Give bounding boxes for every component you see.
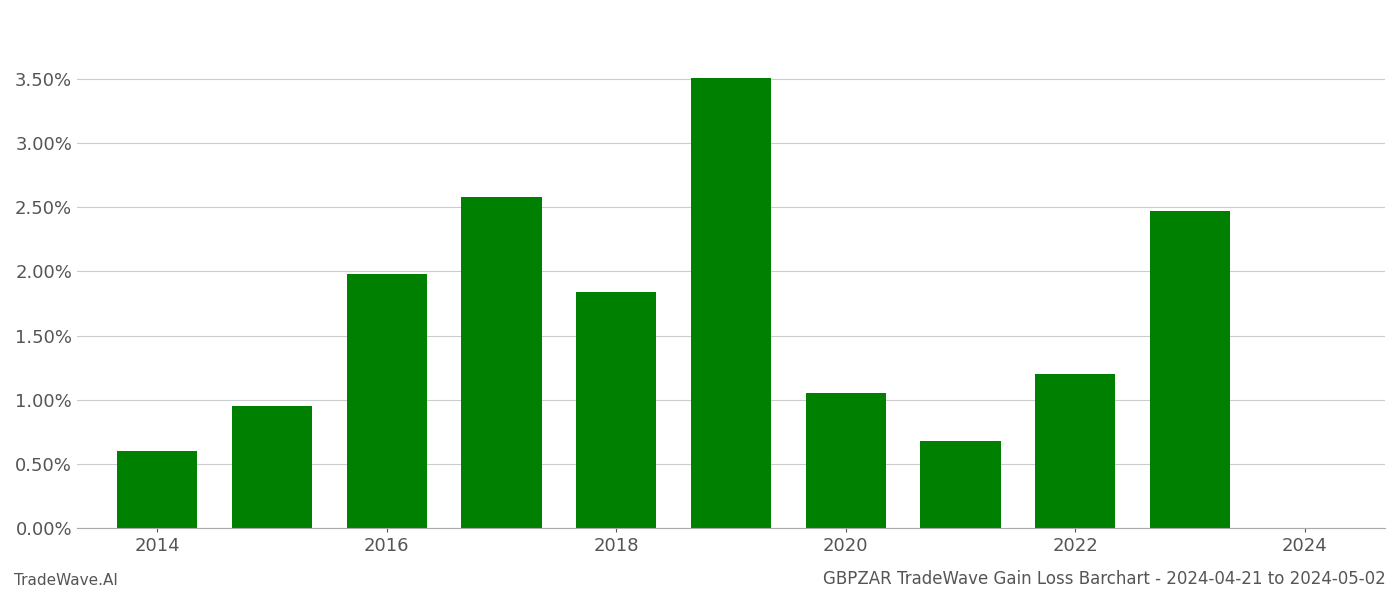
Bar bbox=[462, 197, 542, 528]
Text: TradeWave.AI: TradeWave.AI bbox=[14, 573, 118, 588]
Bar bbox=[118, 451, 197, 528]
Bar bbox=[805, 394, 886, 528]
Bar bbox=[690, 78, 771, 528]
Bar bbox=[1035, 374, 1116, 528]
Bar bbox=[920, 441, 1001, 528]
Bar bbox=[1149, 211, 1231, 528]
Bar bbox=[347, 274, 427, 528]
Text: GBPZAR TradeWave Gain Loss Barchart - 2024-04-21 to 2024-05-02: GBPZAR TradeWave Gain Loss Barchart - 20… bbox=[823, 570, 1386, 588]
Bar bbox=[575, 292, 657, 528]
Bar bbox=[232, 406, 312, 528]
